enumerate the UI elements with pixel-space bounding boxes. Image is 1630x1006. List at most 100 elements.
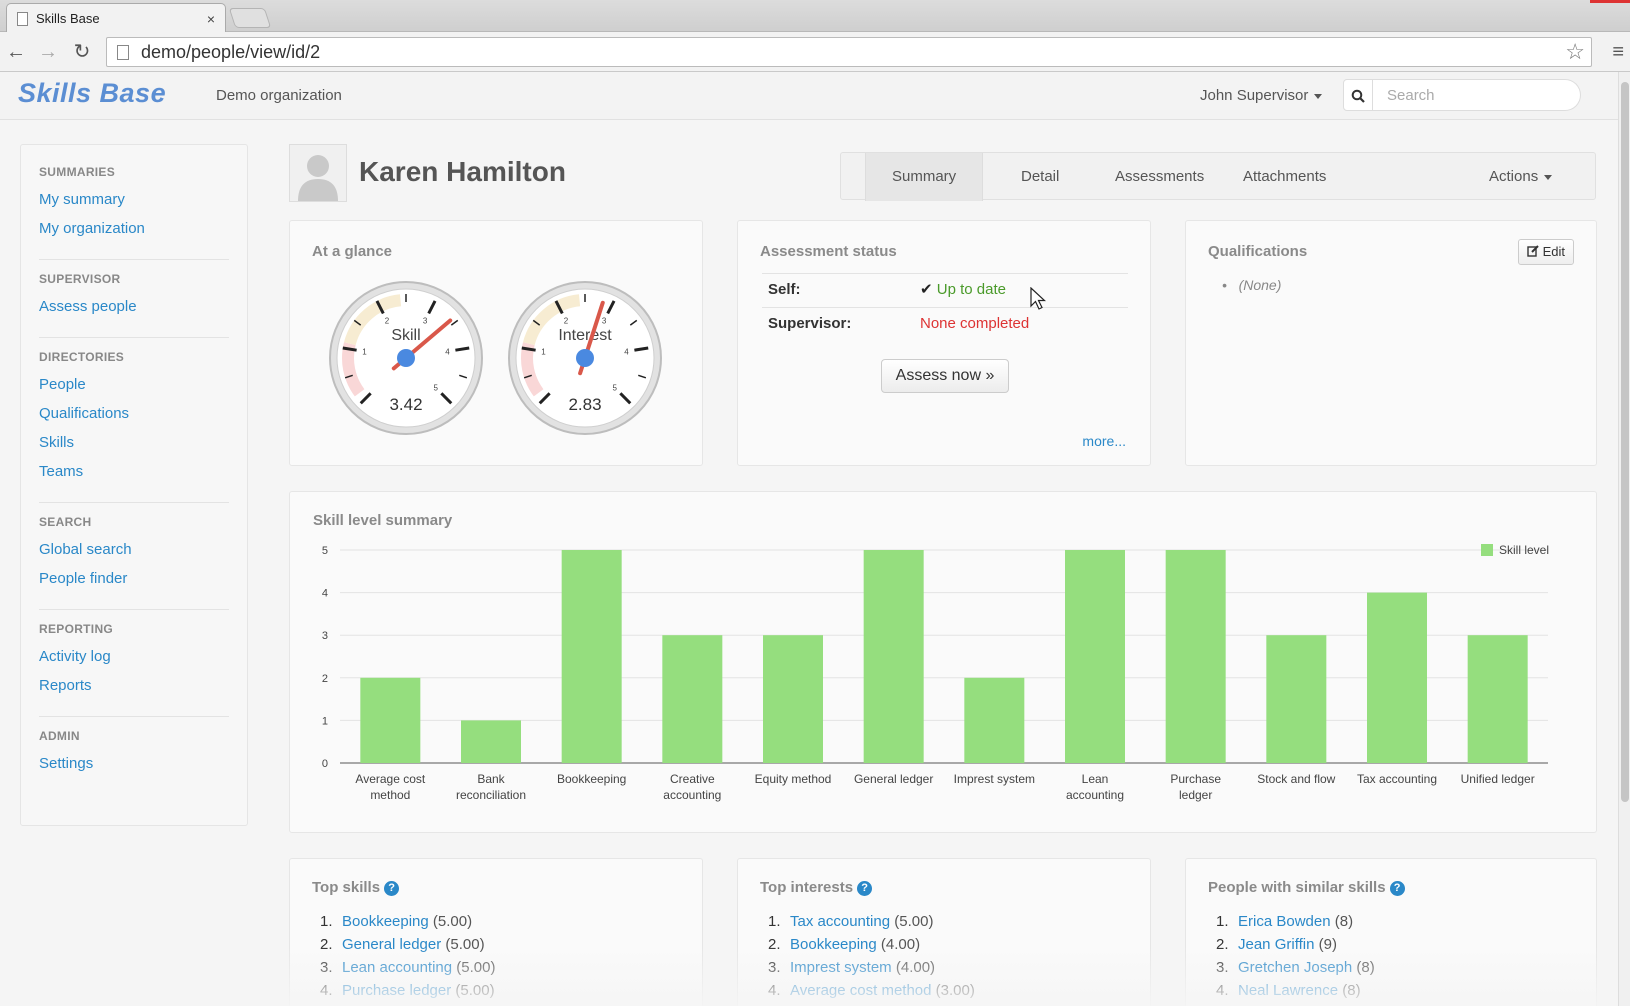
y-tick-label: 3 (322, 630, 328, 642)
tab-assessments[interactable]: Assessments (1115, 168, 1205, 185)
gauge-value: 2.83 (568, 395, 601, 414)
gauge-tick-mark (638, 374, 647, 379)
list-value: (5.00) (456, 959, 496, 976)
gauge-tick-mark (523, 374, 532, 379)
close-icon[interactable]: × (206, 10, 215, 27)
gauge-band (523, 294, 581, 346)
list-number: 1. (768, 913, 781, 930)
sidebar-item-skills[interactable]: Skills (39, 434, 75, 451)
reload-icon[interactable]: ↻ (73, 41, 91, 63)
gauge-tick-mark (554, 300, 564, 315)
x-tick-label: Creative (670, 772, 715, 786)
x-tick-label: method (370, 788, 410, 802)
y-tick-label: 5 (322, 545, 328, 557)
list-item: 3. Lean accounting (5.00) (320, 959, 495, 976)
sidebar-item-people[interactable]: People (39, 376, 86, 393)
gauge-tick-label: 2 (564, 317, 569, 326)
gauge-tick-mark (353, 319, 362, 326)
sidebar-item-my-summary[interactable]: My summary (39, 191, 125, 208)
gauge-tick-mark (532, 319, 541, 326)
assessment-status-panel: Assessment status Self: ✔ Up to date Sup… (737, 220, 1151, 466)
person-link[interactable]: Erica Bowden (1238, 913, 1331, 930)
star-icon[interactable]: ☆ (1565, 39, 1585, 64)
tab-title: Skills Base (36, 11, 100, 26)
gauge-label: Skill (391, 327, 420, 344)
skill-link[interactable]: Bookkeeping (342, 913, 429, 930)
panel-title: People with similar skills? (1208, 879, 1405, 896)
actions-dropdown[interactable]: Actions (1489, 153, 1553, 201)
forward-icon[interactable]: → (38, 41, 58, 63)
more-link[interactable]: more... (1082, 433, 1126, 449)
skill-link[interactable]: Average cost method (790, 982, 932, 999)
scrollbar[interactable] (1618, 72, 1630, 1006)
gauge-tick-mark (427, 300, 437, 315)
logo[interactable]: Skills Base (18, 78, 167, 108)
help-icon[interactable]: ? (1389, 881, 1405, 896)
person-name: Karen Hamilton (359, 156, 566, 187)
help-icon[interactable]: ? (857, 881, 873, 896)
sidebar-item-settings[interactable]: Settings (39, 755, 94, 772)
skill-gauge: 1 2 3 4 5 Skill 3.42 (329, 281, 483, 435)
user-menu[interactable]: John Supervisor (1200, 87, 1323, 104)
person-link[interactable]: Jean Griffin (1238, 936, 1315, 953)
skill-link[interactable]: Lean accounting (342, 959, 453, 976)
sidebar-item-my-organization[interactable]: My organization (39, 220, 145, 237)
search-input[interactable] (1373, 79, 1581, 111)
edit-button[interactable]: Edit (1517, 239, 1574, 265)
person-link[interactable]: Gretchen Joseph (1238, 959, 1353, 976)
sidebar-group-admin: ADMIN Settings (39, 729, 229, 794)
x-tick-label: Unified ledger (1461, 772, 1535, 786)
skill-link[interactable]: Imprest system (790, 959, 892, 976)
panel-title: Qualifications (1208, 243, 1308, 260)
top-interests-panel: Top interests? 1. Tax accounting (5.00) 2… (737, 858, 1151, 1006)
search-button[interactable] (1343, 79, 1373, 111)
gauge-tick-mark (538, 392, 551, 405)
skill-link[interactable]: General ledger (342, 936, 442, 953)
assess-now-button[interactable]: Assess now » (881, 359, 1009, 393)
x-tick-label: accounting (1066, 788, 1124, 802)
tab-summary[interactable]: Summary (865, 153, 984, 201)
skill-link[interactable]: Purchase ledger (342, 982, 452, 999)
skill-link[interactable]: Bookkeeping (790, 936, 877, 953)
sidebar-item-reports[interactable]: Reports (39, 677, 92, 694)
sidebar-item-people-finder[interactable]: People finder (39, 570, 128, 587)
qualification-item: • (None) (1222, 277, 1282, 293)
list-number: 1. (320, 913, 333, 930)
menu-icon[interactable]: ≡ (1612, 41, 1624, 63)
url-text[interactable]: demo/people/view/id/2 (141, 41, 321, 62)
scrollbar-thumb[interactable] (1621, 82, 1629, 802)
list-number: 3. (768, 959, 781, 976)
sidebar-item-teams[interactable]: Teams (39, 463, 84, 480)
gauge-tick-mark (344, 374, 353, 379)
gauges: 1 2 3 4 5 Skill 3.42 1 2 3 4 5 Interest 2.83 (329, 281, 662, 435)
address-bar[interactable]: demo/people/view/id/2 ☆ (106, 37, 1592, 67)
at-a-glance-panel: At a glance 1 2 3 4 5 Skill 3.42 1 2 3 4 5 Interest… (289, 220, 703, 466)
sidebar-group-supervisor: SUPERVISOR Assess people (39, 272, 229, 338)
sidebar-heading: REPORTING (39, 622, 114, 636)
skill-link[interactable]: Tax accounting (790, 913, 891, 930)
sidebar-item-activity-log[interactable]: Activity log (39, 648, 111, 665)
skill-level-summary-panel: Skill level summary 0 1 2 3 4 5 Average cost me… (289, 491, 1597, 833)
sidebar-group-reporting: REPORTING Activity log Reports (39, 622, 229, 717)
gauge-tick-mark (359, 392, 372, 405)
bar (1065, 550, 1125, 763)
list-item: 1. Erica Bowden (8) (1216, 913, 1375, 930)
gauge-tick-mark (521, 346, 536, 352)
tab-attachments[interactable]: Attachments (1243, 168, 1327, 185)
sidebar-item-global-search[interactable]: Global search (39, 541, 132, 558)
sidebar-item-assess-people[interactable]: Assess people (39, 298, 137, 315)
list-item: 2. Bookkeeping (4.00) (768, 936, 975, 953)
gauge-tick-mark (459, 374, 468, 379)
back-icon[interactable]: ← (6, 41, 26, 63)
x-tick-label: reconciliation (456, 788, 526, 802)
new-tab-button[interactable] (228, 8, 272, 28)
bar (1467, 635, 1528, 763)
list-item: 2. General ledger (5.00) (320, 936, 495, 953)
sidebar-item-qualifications[interactable]: Qualifications (39, 405, 130, 422)
person-link[interactable]: Neal Lawrence (1238, 982, 1339, 999)
tab-detail[interactable]: Detail (1021, 168, 1060, 185)
list-number: 3. (1216, 959, 1229, 976)
gauge-tick-mark (606, 300, 616, 315)
browser-tab[interactable]: Skills Base × (6, 3, 226, 33)
help-icon[interactable]: ? (384, 881, 400, 896)
